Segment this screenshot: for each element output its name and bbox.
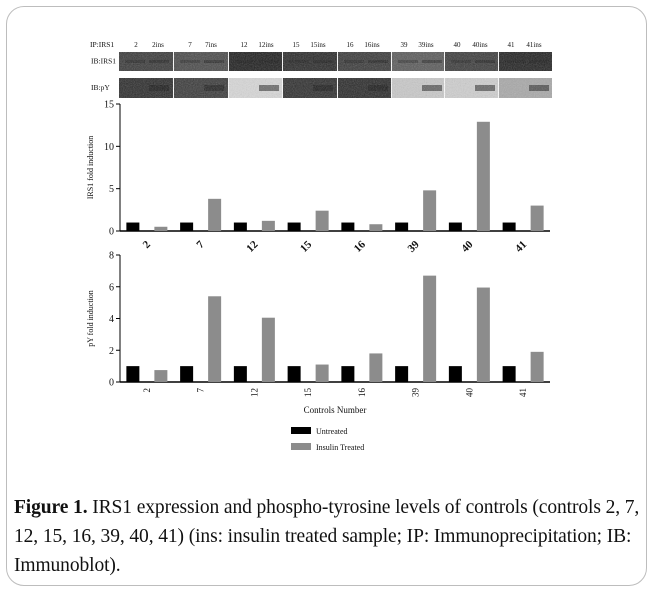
- ib-label: IB:IRS1: [91, 56, 116, 65]
- y-tick-label: 8: [109, 251, 114, 262]
- x-axis-label: Controls Number: [304, 405, 367, 415]
- bar-untreated: [233, 366, 247, 382]
- y-tick-label: 0: [109, 378, 114, 389]
- x-tick-label: 2: [141, 238, 154, 251]
- y-tick-label: 0: [109, 227, 114, 238]
- irs1-chart: 0 5 10 15 IRS1 fold induction 2 7 12 15 16 39 40 41: [86, 100, 550, 255]
- lane-label: 2: [134, 41, 138, 49]
- figure-canvas: IP:IRS1 2 2ins 7 7ins 12 12ins 15 15ins 16 16ins 39…: [86, 40, 552, 452]
- py-chart: 0 2 4 6 8 pY fold induction 2 7 12 15 16 39 40 41 Cont…: [86, 251, 550, 415]
- bar-insulin-treated: [208, 296, 222, 382]
- lane-label: 12: [241, 41, 249, 49]
- x-tick-label: 2: [142, 388, 152, 393]
- bar-insulin-treated: [530, 205, 544, 231]
- x-tick-label: 39: [405, 238, 422, 255]
- lane-label: 40ins: [472, 41, 487, 49]
- bar-untreated: [448, 222, 462, 231]
- lane-label: 12ins: [258, 41, 273, 49]
- x-tick-label: 16: [357, 388, 367, 398]
- blot-grain: [119, 52, 552, 71]
- bar-insulin-treated: [208, 198, 222, 231]
- bar-insulin-treated: [369, 224, 383, 231]
- bar-untreated: [341, 366, 355, 382]
- bar-untreated: [395, 366, 409, 382]
- bar-insulin-treated: [476, 287, 490, 382]
- caption-label: Figure 1.: [14, 497, 88, 518]
- lane-label: 39ins: [418, 41, 433, 49]
- y-tick-label: 4: [109, 314, 114, 325]
- blot-grain: [119, 78, 552, 98]
- x-tick-label: 7: [196, 388, 206, 393]
- bar-untreated: [126, 222, 140, 231]
- x-tick-label: 15: [298, 238, 315, 255]
- x-tick-label: 7: [194, 238, 207, 251]
- bar-untreated: [180, 366, 194, 382]
- y-axis-label: IRS1 fold induction: [86, 136, 95, 200]
- lane-label: 2ins: [152, 41, 164, 49]
- bar-untreated: [341, 222, 355, 231]
- legend-label: Untreated: [316, 427, 348, 436]
- legend-swatch: [291, 443, 311, 450]
- lane-label: 15: [293, 41, 301, 49]
- y-tick-label: 6: [109, 282, 114, 293]
- y-tick-label: 10: [104, 142, 114, 153]
- x-tick-label: 40: [459, 238, 476, 255]
- bar-untreated: [287, 222, 301, 231]
- lane-label: 41ins: [526, 41, 541, 49]
- x-tick-label: 16: [352, 238, 369, 255]
- y-tick-label: 15: [104, 100, 114, 111]
- x-tick-label: 12: [249, 388, 259, 397]
- bar-untreated: [287, 366, 301, 382]
- x-tick-label: 41: [518, 388, 528, 397]
- ib-label: IB:pY: [91, 83, 110, 92]
- bar-untreated: [448, 366, 462, 382]
- bar-untreated: [395, 222, 409, 231]
- figure-frame: [6, 6, 647, 586]
- x-tick-label: 15: [303, 388, 313, 398]
- bar-untreated: [180, 222, 194, 231]
- bar-insulin-treated: [261, 220, 275, 231]
- bar-insulin-treated: [154, 226, 168, 231]
- y-tick-label: 2: [109, 346, 114, 357]
- x-tick-label: 41: [513, 239, 529, 255]
- lane-label: 41: [508, 41, 516, 49]
- figure-caption: Figure 1. IRS1 expression and phospho-ty…: [14, 493, 644, 580]
- bar-untreated: [233, 222, 247, 231]
- bar-insulin-treated: [423, 190, 437, 231]
- bar-insulin-treated: [261, 317, 275, 382]
- legend-swatch: [291, 427, 311, 434]
- lane-label: 15ins: [310, 41, 325, 49]
- bar-untreated: [502, 366, 516, 382]
- lane-label: 7: [188, 41, 192, 49]
- lane-label: 39: [401, 41, 409, 49]
- ip-label: IP:IRS1: [90, 40, 114, 49]
- bar-insulin-treated: [315, 210, 329, 231]
- bar-insulin-treated: [530, 351, 544, 382]
- x-tick-label: 12: [244, 238, 261, 255]
- bar-untreated: [126, 366, 140, 382]
- bar-insulin-treated: [154, 370, 168, 382]
- y-axis-label: pY fold induction: [86, 290, 95, 347]
- bar-insulin-treated: [476, 121, 490, 231]
- x-tick-label: 39: [411, 388, 421, 398]
- x-tick-label: 40: [464, 388, 474, 398]
- lane-label: 16ins: [364, 41, 379, 49]
- bar-untreated: [502, 222, 516, 231]
- bar-insulin-treated: [315, 364, 329, 382]
- bar-insulin-treated: [423, 275, 437, 382]
- bar-insulin-treated: [369, 353, 383, 382]
- lane-label: 40: [454, 41, 462, 49]
- lane-label: 7ins: [205, 41, 217, 49]
- legend: Untreated Insulin Treated: [291, 427, 364, 452]
- y-tick-label: 5: [109, 184, 114, 195]
- caption-text: IRS1 expression and phospho-tyrosine lev…: [14, 497, 640, 576]
- legend-label: Insulin Treated: [316, 443, 364, 452]
- western-blot: IP:IRS1 2 2ins 7 7ins 12 12ins 15 15ins 16 16ins 39…: [90, 40, 552, 98]
- lane-label: 16: [347, 41, 355, 49]
